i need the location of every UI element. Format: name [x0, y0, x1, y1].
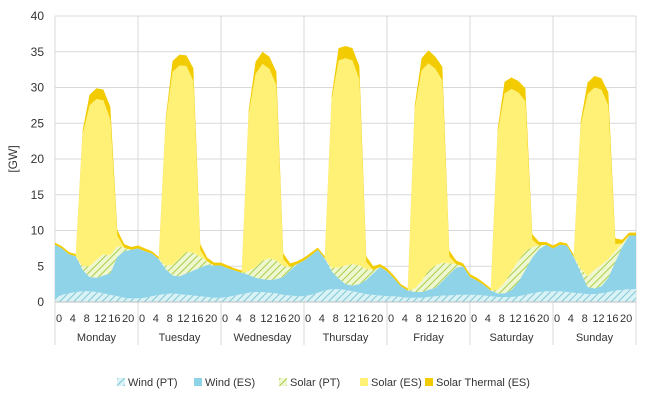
x-tick-label: 16 — [274, 313, 286, 325]
x-tick-label: 8 — [84, 313, 90, 325]
day-label-friday: Friday — [413, 332, 444, 344]
x-tick-label: 0 — [305, 313, 311, 325]
x-tick-label: 0 — [554, 313, 560, 325]
y-tick-label: 20 — [31, 152, 45, 166]
x-tick-label: 8 — [416, 313, 422, 325]
y-axis-label: [GW] — [6, 145, 20, 172]
stacked-areas — [55, 46, 636, 302]
y-tick-label: 30 — [31, 81, 45, 95]
x-tick-label: 8 — [333, 313, 339, 325]
x-tick-label: 12 — [592, 313, 604, 325]
x-tick-label: 20 — [205, 313, 217, 325]
x-tick-label: 16 — [606, 313, 618, 325]
x-tick-label: 12 — [177, 313, 189, 325]
day-label-saturday: Saturday — [489, 332, 534, 344]
series-area-solar-pt — [55, 235, 636, 294]
series-area-solar-es — [55, 58, 636, 291]
x-tick-label: 8 — [167, 313, 173, 325]
x-tick-label: 12 — [509, 313, 521, 325]
x-tick-label: 20 — [288, 313, 300, 325]
y-tick-label: 0 — [37, 295, 44, 309]
x-tick-label: 20 — [620, 313, 632, 325]
x-tick-label: 12 — [343, 313, 355, 325]
x-tick-label: 0 — [388, 313, 394, 325]
day-label-tuesday: Tuesday — [159, 332, 201, 344]
x-tick-label: 0 — [56, 313, 62, 325]
x-tick-label: 4 — [153, 313, 159, 325]
day-label-wednesday: Wednesday — [234, 332, 292, 344]
legend-swatch-solar-es — [360, 378, 368, 386]
legend-label-wind-pt: Wind (PT) — [128, 377, 178, 389]
x-tick-label: 12 — [260, 313, 272, 325]
y-tick-label: 15 — [31, 188, 45, 202]
legend-label-solar-pt: Solar (PT) — [290, 377, 340, 389]
x-tick-label: 20 — [454, 313, 466, 325]
x-tick-label: 20 — [537, 313, 549, 325]
x-tick-label: 8 — [250, 313, 256, 325]
x-tick-label: 16 — [523, 313, 535, 325]
series-area-wind-es — [55, 235, 636, 299]
y-tick-label: 10 — [31, 224, 45, 238]
legend: Wind (PT) Wind (ES) Solar (PT) Solar (ES) So… — [117, 377, 530, 389]
x-tick-label: 0 — [222, 313, 228, 325]
legend-label-wind-es: Wind (ES) — [205, 377, 255, 389]
x-tick-label: 16 — [440, 313, 452, 325]
day-label-monday: Monday — [77, 332, 117, 344]
x-tick-label: 12 — [94, 313, 106, 325]
day-label-thursday: Thursday — [323, 332, 369, 344]
x-tick-label: 20 — [122, 313, 134, 325]
x-tick-label: 16 — [191, 313, 203, 325]
x-tick-label: 4 — [70, 313, 76, 325]
x-tick-label: 20 — [371, 313, 383, 325]
x-tick-label: 12 — [426, 313, 438, 325]
x-tick-label: 4 — [568, 313, 574, 325]
legend-swatch-solar-pt — [279, 378, 287, 386]
y-tick-label: 40 — [31, 9, 45, 23]
y-tick-label: 25 — [31, 116, 45, 130]
y-tick-label: 35 — [31, 45, 45, 59]
series-area-wind-pt — [55, 289, 636, 302]
legend-label-solar-es: Solar (ES) — [371, 377, 422, 389]
x-tick-label: 0 — [471, 313, 477, 325]
day-label-sunday: Sunday — [576, 332, 614, 344]
x-tick-label: 8 — [582, 313, 588, 325]
x-tick-label: 4 — [236, 313, 242, 325]
x-tick-label: 8 — [499, 313, 505, 325]
x-tick-label: 4 — [319, 313, 325, 325]
x-tick-label: 4 — [402, 313, 408, 325]
x-tick-label: 16 — [357, 313, 369, 325]
x-tick-label: 0 — [139, 313, 145, 325]
y-tick-label: 5 — [37, 259, 44, 273]
legend-swatch-solar-thermal-es — [425, 378, 433, 386]
legend-swatch-wind-es — [194, 378, 202, 386]
legend-swatch-wind-pt — [117, 378, 125, 386]
x-tick-label: 4 — [485, 313, 491, 325]
x-tick-label: 16 — [108, 313, 120, 325]
legend-label-solar-thermal-es: Solar Thermal (ES) — [436, 377, 530, 389]
